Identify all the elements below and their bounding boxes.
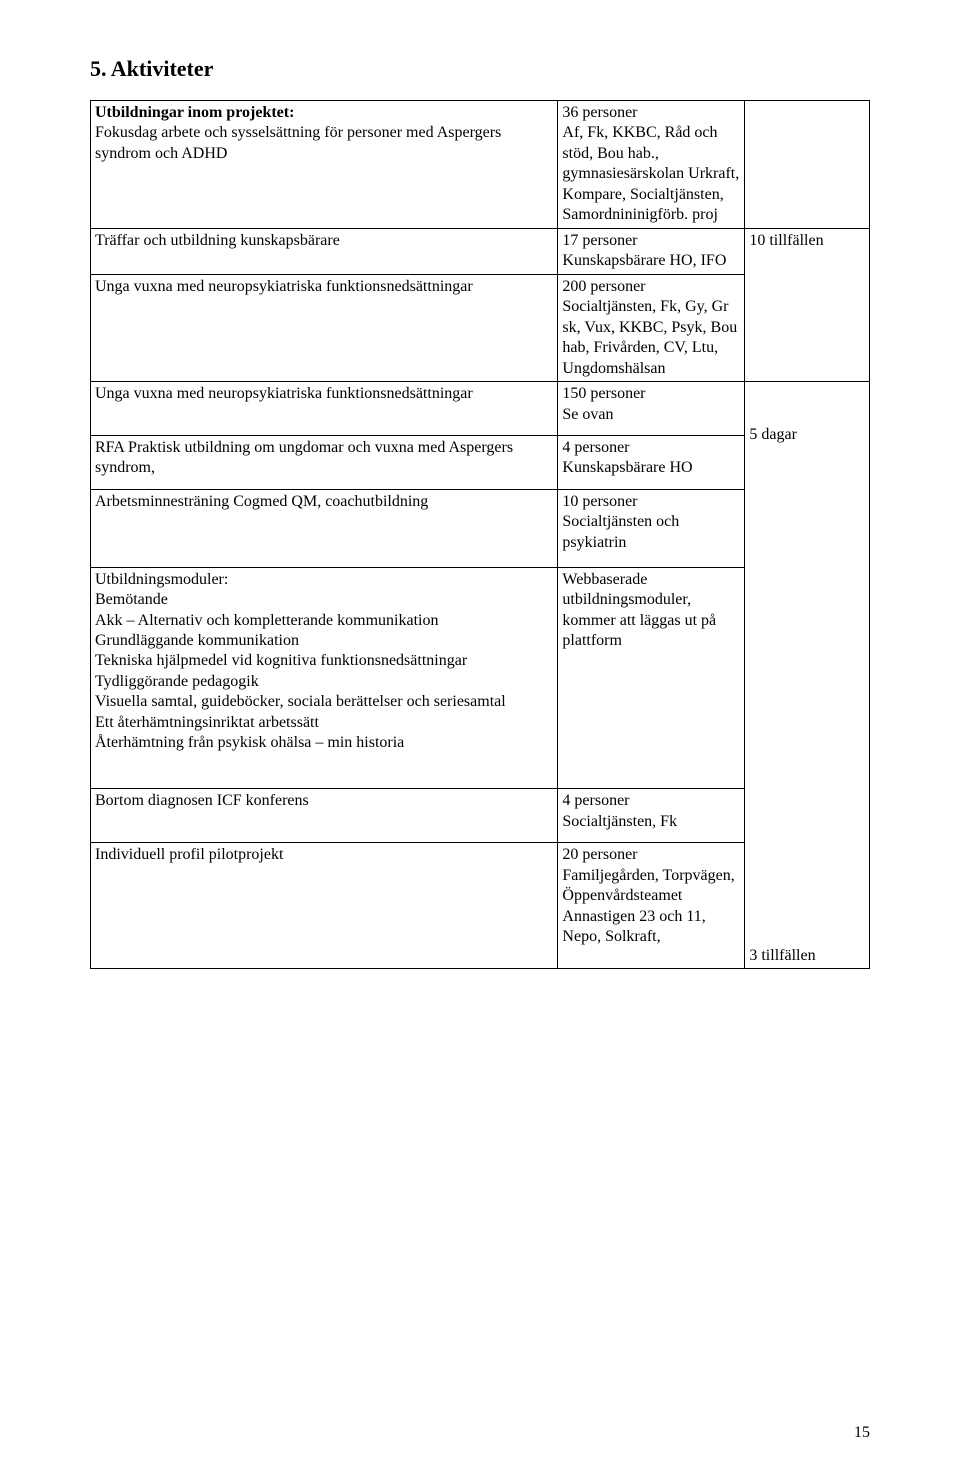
cell-c1: Bortom diagnosen ICF konferens: [91, 789, 558, 843]
cell-c2: Webbaserade utbildningsmoduler, kommer a…: [558, 567, 745, 789]
cell-c1: Utbildningsmoduler:BemötandeAkk – Altern…: [91, 567, 558, 789]
table-body: Utbildningar inom projektet: Fokusdag ar…: [91, 101, 870, 969]
cell-c2: 36 personerAf, Fk, KKBC, Råd och stöd, B…: [558, 101, 745, 229]
cell-c3: 10 tillfällen: [745, 228, 870, 381]
cell-c3-line: 5 dagar: [749, 425, 865, 445]
cell-c2: 4 personerSocialtjänsten, Fk: [558, 789, 745, 843]
cell-c1: Unga vuxna med neuropsykiatriska funktio…: [91, 274, 558, 381]
cell-heading: Utbildningar inom projektet:: [95, 104, 294, 121]
cell-c3-line-blank: [749, 405, 865, 425]
cell-c1: Arbetsminnesträning Cogmed QM, coachutbi…: [91, 489, 558, 567]
cell-c3: [745, 101, 870, 229]
section-heading: 5. Aktiviteter: [90, 56, 870, 82]
cell-text: Fokusdag arbete och sysselsättning för p…: [95, 124, 501, 161]
table-row: Träffar och utbildning kunskapsbärare 17…: [91, 228, 870, 274]
cell-c1: RFA Praktisk utbildning om ungdomar och …: [91, 435, 558, 489]
cell-c2: 20 personerFamiljegården, Torpvägen, Öpp…: [558, 843, 745, 969]
table-row: Unga vuxna med neuropsykiatriska funktio…: [91, 382, 870, 436]
cell-c2: 4 personerKunskapsbärare HO: [558, 435, 745, 489]
page-number: 15: [854, 1424, 870, 1442]
cell-c2: 150 personerSe ovan: [558, 382, 745, 436]
document-page: 5. Aktiviteter Utbildningar inom projekt…: [0, 0, 960, 1478]
cell-c1: Utbildningar inom projektet: Fokusdag ar…: [91, 101, 558, 229]
cell-c3-line: 3 tillfällen: [749, 946, 865, 966]
cell-c1: Individuell profil pilotprojekt: [91, 843, 558, 969]
cell-c1: Träffar och utbildning kunskapsbärare: [91, 228, 558, 274]
cell-c1: Unga vuxna med neuropsykiatriska funktio…: [91, 382, 558, 436]
activities-table: Utbildningar inom projektet: Fokusdag ar…: [90, 100, 870, 969]
cell-c2: 10 personerSocialtjänsten och psykiatrin: [558, 489, 745, 567]
cell-c3-line-blank: [749, 384, 865, 404]
cell-c3: 5 dagar 3 tillfällen: [745, 382, 870, 969]
table-row: Utbildningar inom projektet: Fokusdag ar…: [91, 101, 870, 229]
cell-c2: 200 personerSocialtjänsten, Fk, Gy, Gr s…: [558, 274, 745, 381]
cell-c2: 17 personerKunskapsbärare HO, IFO: [558, 228, 745, 274]
cell-c3-spacer: [749, 446, 865, 946]
